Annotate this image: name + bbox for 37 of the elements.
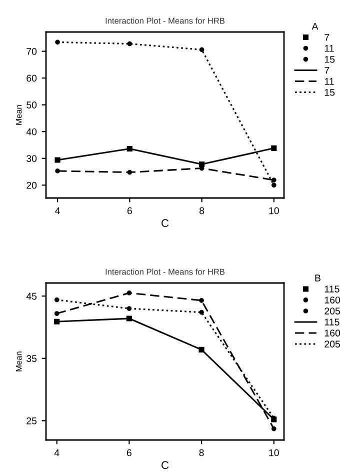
chart-title: Interaction Plot - Means for HRB (106, 268, 225, 275)
legend-title: B (315, 274, 320, 282)
legend-label: 11 (324, 78, 334, 85)
chart-title: Interaction Plot - Means for HRB (106, 18, 225, 24)
x-tick-label: 4 (55, 207, 60, 214)
y-tick-label: 45 (26, 292, 37, 300)
x-tick-label: 8 (200, 207, 204, 214)
x-tick-label: 10 (269, 449, 279, 456)
y-axis-title: Mean (16, 352, 22, 372)
y-axis-title: Mean (16, 105, 22, 125)
legend-label: 115 (324, 318, 340, 326)
y-tick-label: 40 (26, 128, 37, 136)
legend-label: 205 (324, 308, 340, 314)
y-tick-label: 20 (26, 182, 37, 189)
x-tick-label: 4 (54, 449, 60, 456)
x-tick-label: 10 (269, 207, 279, 214)
y-tick-label: 70 (26, 48, 37, 55)
legend-title: A (312, 22, 318, 30)
y-tick-label: 35 (26, 355, 37, 362)
x-tick-label: 8 (199, 449, 204, 456)
y-tick-label: 60 (26, 74, 37, 82)
text: 205 (324, 340, 340, 348)
text: 160 (324, 330, 340, 337)
x-tick-label: 6 (126, 449, 132, 456)
text: 11 (324, 44, 334, 52)
y-tick-label: 25 (26, 417, 37, 424)
legend-label: 160 (324, 296, 340, 304)
y-tick-label: 50 (26, 102, 37, 108)
x-tick-label: 6 (127, 207, 132, 214)
text: 7 (324, 34, 330, 41)
text: 115 (324, 286, 340, 292)
legend-label: 7 (324, 66, 330, 74)
y-tick-label: 30 (26, 155, 37, 162)
text: 15 (324, 89, 335, 96)
x-axis-title: C (162, 219, 169, 228)
x-axis-title: C (162, 461, 169, 470)
legend-label: 15 (324, 56, 335, 63)
